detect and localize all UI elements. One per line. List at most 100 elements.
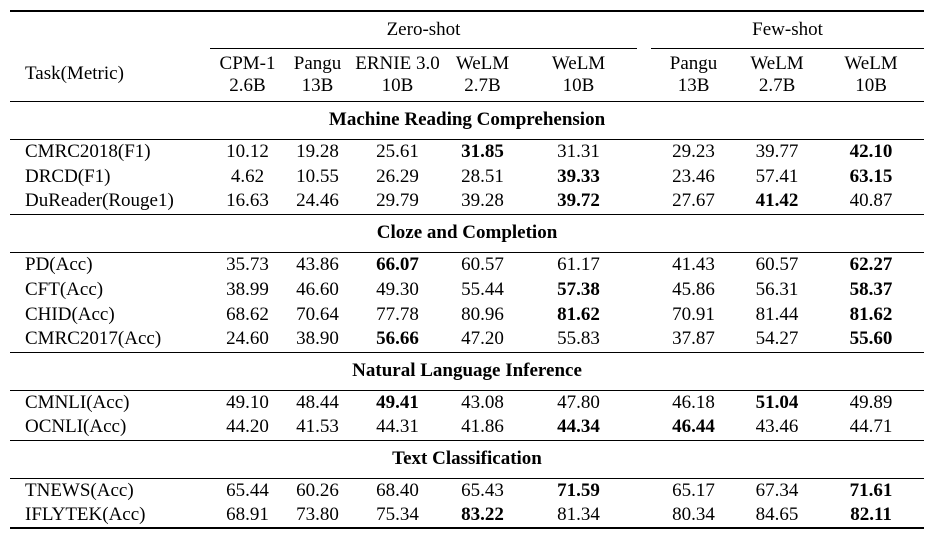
model-size: 10B	[855, 74, 887, 96]
model-name: Pangu	[669, 52, 718, 74]
value-cell: 46.60	[296, 278, 339, 300]
column-spacer	[637, 189, 651, 214]
model-header: CPM-1 2.6B	[210, 48, 285, 102]
value-cell: 4.62	[230, 165, 265, 187]
value-cell: 41.43	[672, 253, 715, 275]
value-cell: 38.99	[226, 278, 269, 300]
model-name: WeLM	[551, 52, 606, 74]
value-cell: 62.27	[849, 253, 893, 275]
group-gap	[637, 11, 651, 48]
group-gap	[637, 48, 652, 102]
value-cell: 80.34	[672, 504, 715, 526]
task-cell: PD(Acc)	[25, 253, 93, 275]
column-spacer	[637, 478, 651, 503]
value-cell: 57.41	[755, 165, 799, 187]
group-header-row: Zero-shot Few-shot	[10, 11, 925, 49]
value-cell: 60.57	[755, 253, 799, 275]
value-cell: 55.60	[849, 328, 893, 350]
task-cell: OCNLI(Acc)	[25, 416, 127, 438]
task-cell: IFLYTEK(Acc)	[25, 504, 146, 526]
model-header: WeLM 10B	[520, 48, 638, 102]
value-cell: 55.44	[461, 278, 504, 300]
table-row: TNEWS(Acc) 65.44 60.26 68.40 65.43 71.59 65.17…	[10, 478, 924, 503]
column-spacer	[637, 415, 651, 440]
value-cell: 41.53	[296, 416, 339, 438]
value-cell: 46.44	[672, 416, 715, 438]
table-row: CFT(Acc) 38.99 46.60 49.30 55.44 57.38 45.86 56…	[10, 277, 924, 302]
value-cell: 48.44	[296, 391, 339, 413]
value-cell: 39.72	[557, 190, 600, 212]
table-row: CMRC2018(F1) 10.12 19.28 25.61 31.85 31.31 29.…	[10, 139, 924, 164]
section-header: Natural Language Inference	[10, 351, 925, 391]
value-cell: 24.60	[226, 328, 269, 350]
value-cell: 49.30	[376, 278, 419, 300]
model-header: WeLM 2.7B	[736, 48, 819, 102]
value-cell: 10.12	[226, 140, 269, 162]
value-cell: 19.28	[296, 140, 339, 162]
column-spacer	[637, 302, 651, 327]
value-cell: 56.66	[376, 328, 419, 350]
value-cell: 80.96	[461, 303, 504, 325]
value-cell: 26.29	[376, 165, 419, 187]
value-cell: 44.71	[849, 416, 893, 438]
task-cell: CMRC2017(Acc)	[25, 328, 162, 350]
model-size: 10B	[562, 74, 595, 96]
zero-shot-group-header: Zero-shot	[210, 11, 638, 49]
value-cell: 81.62	[557, 303, 600, 325]
value-cell: 68.91	[226, 504, 269, 526]
model-size: 13B	[301, 74, 334, 96]
value-cell: 63.15	[849, 165, 893, 187]
model-header: Pangu 13B	[285, 48, 350, 102]
value-cell: 70.91	[672, 303, 715, 325]
value-cell: 29.23	[672, 140, 715, 162]
value-cell: 44.31	[376, 416, 419, 438]
section-row: Cloze and Completion	[10, 213, 925, 253]
value-cell: 81.62	[849, 303, 893, 325]
table-row: IFLYTEK(Acc) 68.91 73.80 75.34 83.22 81.34 80.…	[10, 503, 924, 528]
model-size: 13B	[677, 74, 710, 96]
value-cell: 55.83	[557, 328, 600, 350]
table-row: CMNLI(Acc) 49.10 48.44 49.41 43.08 47.80 46.18…	[10, 390, 924, 415]
table-row: CHID(Acc) 68.62 70.64 77.78 80.96 81.62 70.91 8…	[10, 302, 924, 327]
value-cell: 38.90	[296, 328, 339, 350]
model-header-row: Task(Metric) CPM-1 2.6B Pangu 13B ERNIE …	[10, 48, 925, 102]
column-spacer	[637, 503, 651, 528]
value-cell: 58.37	[849, 278, 893, 300]
few-shot-group-header: Few-shot	[651, 11, 925, 49]
model-name: Pangu	[293, 52, 342, 74]
value-cell: 49.41	[376, 391, 419, 413]
value-cell: 73.80	[296, 504, 339, 526]
column-spacer	[637, 139, 651, 164]
section-row: Natural Language Inference	[10, 351, 925, 391]
section-header: Machine Reading Comprehension	[10, 100, 925, 140]
results-table: Zero-shot Few-shot Task(Metric) CPM-1 2.…	[10, 10, 925, 529]
task-cell: CFT(Acc)	[25, 278, 104, 300]
value-cell: 65.17	[672, 479, 715, 501]
value-cell: 60.26	[296, 479, 339, 501]
value-cell: 47.20	[461, 328, 504, 350]
table-row: CMRC2017(Acc) 24.60 38.90 56.66 47.20 55.83 37…	[10, 327, 924, 352]
task-cell: CMNLI(Acc)	[25, 391, 130, 413]
value-cell: 35.73	[226, 253, 269, 275]
value-cell: 66.07	[376, 253, 419, 275]
value-cell: 60.57	[461, 253, 504, 275]
value-cell: 68.40	[376, 479, 419, 501]
model-size: 2.7B	[758, 74, 796, 96]
value-cell: 65.43	[461, 479, 504, 501]
table-row: DuReader(Rouge1) 16.63 24.46 29.79 39.28 39.7…	[10, 189, 924, 214]
table-row: OCNLI(Acc) 44.20 41.53 44.31 41.86 44.34 46.44…	[10, 415, 924, 440]
value-cell: 41.86	[461, 416, 504, 438]
column-spacer	[637, 277, 651, 302]
value-cell: 47.80	[557, 391, 600, 413]
model-size: 2.7B	[464, 74, 501, 96]
column-spacer	[637, 252, 651, 277]
table-body: Machine Reading Comprehension CMRC2018(F1…	[10, 100, 925, 528]
task-cell: CHID(Acc)	[25, 303, 115, 325]
section-row: Machine Reading Comprehension	[10, 100, 925, 140]
value-cell: 75.34	[376, 504, 419, 526]
value-cell: 56.31	[755, 278, 799, 300]
value-cell: 28.51	[461, 165, 504, 187]
model-header: Pangu 13B	[651, 48, 737, 102]
value-cell: 43.08	[461, 391, 504, 413]
